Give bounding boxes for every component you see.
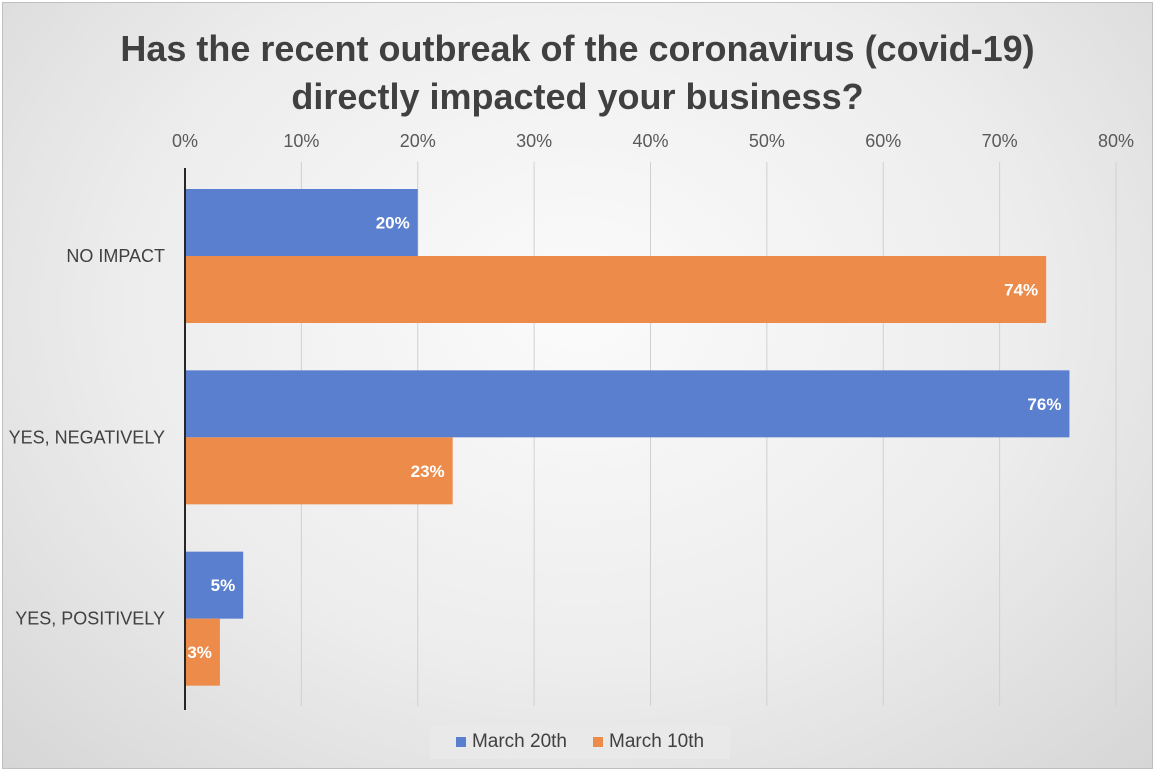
bar <box>185 370 1070 438</box>
chart-legend: March 20th March 10th <box>430 725 730 759</box>
category-label: YES, POSITIVELY <box>15 609 165 629</box>
data-label: 76% <box>1027 395 1061 414</box>
data-label: 20% <box>376 214 410 233</box>
x-tick-label: 20% <box>400 131 436 151</box>
data-label: 74% <box>1004 281 1038 300</box>
x-tick-label: 50% <box>749 131 785 151</box>
legend-item-series-1: March 20th <box>455 731 567 753</box>
x-tick-label: 40% <box>632 131 668 151</box>
x-tick-label: 30% <box>516 131 552 151</box>
legend-item-series-2: March 10th <box>593 731 704 753</box>
x-tick-label: 80% <box>1098 131 1134 151</box>
bar <box>185 256 1047 323</box>
data-label: 23% <box>411 462 445 481</box>
category-label: YES, NEGATIVELY <box>9 427 165 447</box>
chart-title: Has the recent outbreak of the coronavir… <box>3 25 1152 121</box>
legend-swatch-series-2 <box>593 737 603 747</box>
category-label: NO IMPACT <box>66 246 165 266</box>
x-tick-label: 70% <box>982 131 1018 151</box>
x-tick-label: 0% <box>172 131 198 151</box>
chart-title-line-2: directly impacted your business? <box>291 76 864 117</box>
x-tick-label: 60% <box>865 131 901 151</box>
bar <box>185 551 244 619</box>
bar <box>185 618 220 686</box>
data-label: 5% <box>211 576 236 595</box>
x-tick-label: 10% <box>283 131 319 151</box>
legend-swatch-series-1 <box>455 737 466 747</box>
legend-label-series-1: March 20th <box>471 731 567 752</box>
legend-label-series-2: March 10th <box>609 731 705 752</box>
chart-title-line-1: Has the recent outbreak of the coronavir… <box>120 28 1035 69</box>
data-label: 3% <box>187 643 212 662</box>
bar <box>185 437 453 505</box>
bar <box>185 189 418 256</box>
